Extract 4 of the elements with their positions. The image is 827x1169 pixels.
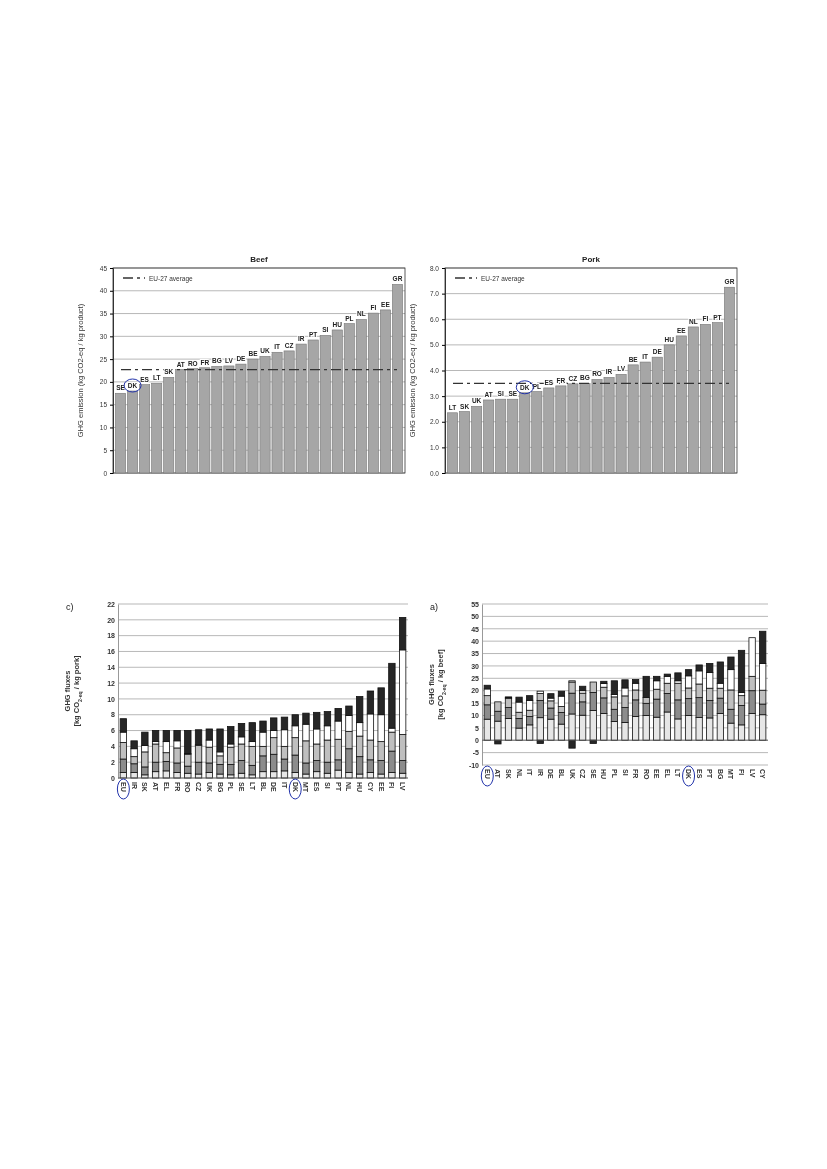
chart-title: Beef [250,255,268,264]
text: a) [430,602,439,612]
chart-title: Pork [582,255,601,264]
text: c) [66,602,74,612]
